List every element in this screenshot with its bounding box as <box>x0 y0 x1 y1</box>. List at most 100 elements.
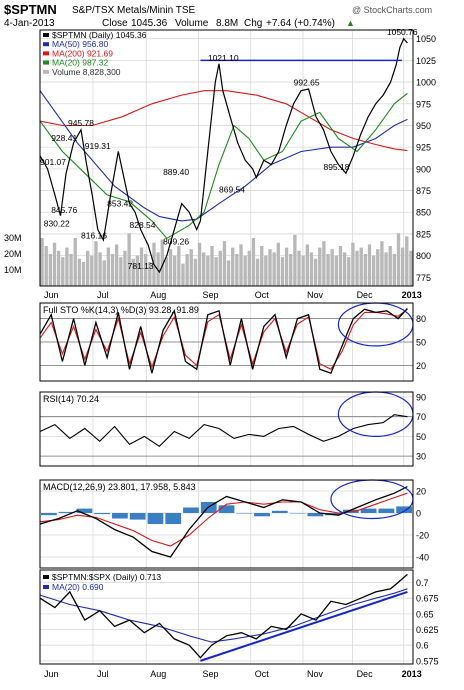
volume-bar <box>260 246 264 286</box>
sto-panel-frame <box>39 302 414 382</box>
volume-bar <box>280 257 285 286</box>
macd-histogram-bar <box>58 511 75 513</box>
header-date: 4-Jan-2013 <box>4 18 55 29</box>
volume-bar <box>251 238 256 286</box>
legend-swatch <box>43 60 49 65</box>
volume-bar <box>56 250 61 286</box>
volume-bar <box>135 255 140 286</box>
price-annotation: 816.16 <box>81 231 107 241</box>
volume-bar <box>400 247 405 286</box>
close-value: 1045.36 <box>131 18 168 29</box>
y-tick-label: 20 <box>416 361 426 371</box>
volume-bar <box>264 255 268 286</box>
watermark: @ StockCharts.com <box>352 5 432 15</box>
volume-bar <box>355 250 359 286</box>
y-tick-label: 0.675 <box>416 594 439 604</box>
volume-bar <box>405 236 409 286</box>
legend-label: MA(200) 921.69 <box>52 48 113 58</box>
y-tick-label: 1025 <box>416 56 436 66</box>
volume-bar <box>69 254 73 286</box>
macd-histogram-bar <box>396 506 412 513</box>
ma200-line <box>39 90 408 152</box>
price-annotation: 830.22 <box>44 218 70 228</box>
volume-bar <box>65 247 69 286</box>
y-tick-label: 825 <box>416 229 431 239</box>
macd-line <box>39 486 408 558</box>
volume-bar <box>102 260 106 286</box>
volume-tick-label: 10M <box>4 265 22 275</box>
macd-histogram-bar <box>236 513 253 514</box>
volume-bar <box>81 262 86 286</box>
volume-bar <box>61 257 65 286</box>
volume-bar <box>268 249 272 286</box>
volume-bar <box>193 258 198 286</box>
x-month-label: Aug <box>150 669 166 679</box>
macd-histogram-bar <box>183 507 199 513</box>
price-annotation: 845.76 <box>51 205 77 215</box>
x-month-label: 2013 <box>402 669 422 679</box>
macd-histogram-bar <box>307 513 324 517</box>
volume-bar <box>293 234 297 286</box>
macd-histogram-bar <box>289 513 306 514</box>
x-month-label: 2013 <box>402 290 422 300</box>
price-annotation: 928.41 <box>51 133 77 143</box>
macd-histogram-bar <box>271 510 288 513</box>
x-month-label: Nov <box>307 290 324 300</box>
y-tick-label: 20 <box>416 487 426 497</box>
volume-bar <box>156 252 160 286</box>
rsi-panel-frame <box>39 391 414 467</box>
volume-bar <box>210 246 214 286</box>
volume-bar <box>322 241 326 286</box>
x-month-label: Oct <box>255 290 270 300</box>
y-tick-label: 950 <box>416 121 431 131</box>
volume-bar <box>206 255 210 286</box>
volume-bar <box>218 250 222 286</box>
volume-bar <box>392 254 397 286</box>
volume-bar <box>177 246 181 286</box>
volume-bar <box>119 257 123 286</box>
legend-swatch <box>43 51 49 56</box>
volume-bar <box>160 239 164 286</box>
rsi-line <box>39 414 408 448</box>
chart-panels: 7758008258508759009259509751000102510503… <box>4 27 439 679</box>
volume-bar <box>351 242 355 286</box>
x-month-label: Sep <box>203 290 219 300</box>
volume-bar <box>231 247 235 286</box>
macd-histogram-bar <box>254 513 270 517</box>
volume-tick-label: 20M <box>4 249 22 259</box>
legend-swatch <box>43 42 49 47</box>
y-tick-label: -20 <box>416 531 429 541</box>
x-month-label: Jul <box>97 669 109 679</box>
x-month-label: Dec <box>357 290 374 300</box>
macd-histogram-bar <box>218 505 235 513</box>
macd-histogram-bar <box>94 513 111 515</box>
volume-bar <box>77 258 82 286</box>
macd-title: MACD(12,26,9) 23.801, 17.958, 5.843 <box>43 482 196 492</box>
close-label: Close <box>102 18 128 29</box>
volume-bar <box>284 247 289 286</box>
y-tick-label: 50 <box>416 338 426 348</box>
volume-bar <box>164 257 169 286</box>
x-month-label: Dec <box>357 669 374 679</box>
header-name: S&P/TSX Metals/Minin TSE <box>72 5 196 16</box>
x-month-label: Jul <box>97 290 109 300</box>
y-tick-label: 850 <box>416 208 431 218</box>
y-tick-label: 70 <box>416 412 426 422</box>
volume-bar <box>313 258 318 286</box>
volume-bar <box>90 255 94 286</box>
volume-bar <box>318 247 322 286</box>
volume-bar <box>48 254 53 286</box>
price-annotation: 869.54 <box>219 184 245 194</box>
volume-bar <box>168 249 173 286</box>
y-tick-label: 0 <box>416 509 421 519</box>
y-tick-label: -40 <box>416 553 429 563</box>
y-tick-label: 875 <box>416 186 431 196</box>
rsi-title: RSI(14) 70.24 <box>43 394 99 404</box>
volume-bar <box>330 249 334 286</box>
ratio-legend-label: $SPTMN:$SPX (Daily) 0.713 <box>52 572 161 582</box>
volume-bar <box>347 257 351 286</box>
volume-bar <box>396 233 401 286</box>
y-tick-label: 50 <box>416 432 426 442</box>
volume-bar <box>131 258 135 286</box>
